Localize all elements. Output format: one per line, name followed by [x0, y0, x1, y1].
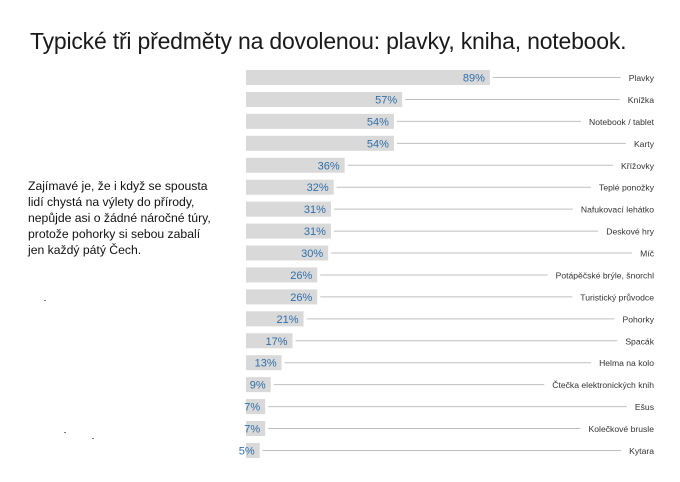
- note-line: protože pohorky si sebou zabalí: [28, 227, 201, 241]
- category-label: Turistický průvodce: [580, 292, 654, 302]
- value-label: 89%: [463, 73, 485, 85]
- value-label: 13%: [255, 358, 277, 370]
- category-label: Míč: [640, 249, 655, 259]
- category-label: Potápěčské brýle, šnorchl: [556, 270, 654, 280]
- category-label: Ešus: [635, 402, 654, 412]
- chart-title: Typické tři předměty na dovolenou: plavk…: [30, 28, 627, 54]
- bar: [246, 399, 266, 415]
- bar: [246, 113, 394, 129]
- value-label: 36%: [318, 160, 340, 172]
- value-label: 9%: [250, 380, 266, 392]
- note-line: Zajímavé je, že i když se spousta: [28, 179, 208, 193]
- bar: [246, 157, 345, 173]
- category-label: Notebook / tablet: [589, 117, 655, 127]
- category-label: Karty: [634, 139, 655, 149]
- note-line: jen každý pátý Čech.: [28, 243, 142, 257]
- value-label: 31%: [304, 204, 326, 216]
- value-label: 32%: [307, 182, 329, 194]
- value-label: 30%: [301, 248, 323, 260]
- annotation-note: Zajímavé je, že i když se spousta lidí c…: [28, 178, 248, 258]
- bar: [246, 442, 260, 458]
- category-label: Nafukovací lehátko: [581, 205, 654, 215]
- category-label: Kytara: [629, 446, 654, 456]
- note-line: nepůjde asi o žádné náročné túry,: [28, 211, 211, 225]
- bar: [246, 377, 271, 393]
- bar: [246, 135, 394, 151]
- value-label: 57%: [375, 94, 397, 106]
- bar: [246, 267, 318, 283]
- value-label: 54%: [367, 116, 389, 128]
- value-label: 7%: [244, 424, 260, 436]
- value-label: 17%: [266, 336, 288, 348]
- speck: [92, 438, 94, 439]
- speck: [64, 432, 66, 433]
- value-label: 31%: [304, 226, 326, 238]
- bar: [246, 333, 293, 349]
- value-label: 54%: [367, 138, 389, 150]
- bar: [246, 355, 282, 371]
- category-label: Pohorky: [622, 314, 654, 324]
- bar: [246, 91, 403, 107]
- category-label: Knížka: [628, 95, 654, 105]
- category-label: Deskové hry: [606, 227, 654, 237]
- bar: [246, 245, 329, 261]
- bar: [246, 201, 331, 217]
- value-label: 7%: [244, 402, 260, 414]
- category-label: Helma na kolo: [599, 358, 654, 368]
- speck: [44, 300, 46, 301]
- category-label: Kolečkové brusle: [589, 424, 655, 434]
- value-label: 26%: [290, 292, 312, 304]
- bar: [246, 179, 334, 195]
- bar: [246, 311, 304, 327]
- value-label: 21%: [277, 314, 299, 326]
- bar: [246, 421, 266, 437]
- value-label: 5%: [239, 445, 255, 457]
- bar: [246, 223, 331, 239]
- category-label: Spacák: [625, 336, 654, 346]
- category-label: Plavky: [629, 73, 655, 83]
- category-label: Teplé ponožky: [599, 183, 655, 193]
- value-label: 26%: [290, 270, 312, 282]
- category-label: Křížovky: [621, 161, 655, 171]
- category-label: Čtečka elektronických knih: [552, 380, 654, 390]
- bar: [246, 289, 318, 305]
- note-line: lidí chystá na výlety do přírody,: [28, 195, 195, 209]
- bar: [246, 70, 490, 85]
